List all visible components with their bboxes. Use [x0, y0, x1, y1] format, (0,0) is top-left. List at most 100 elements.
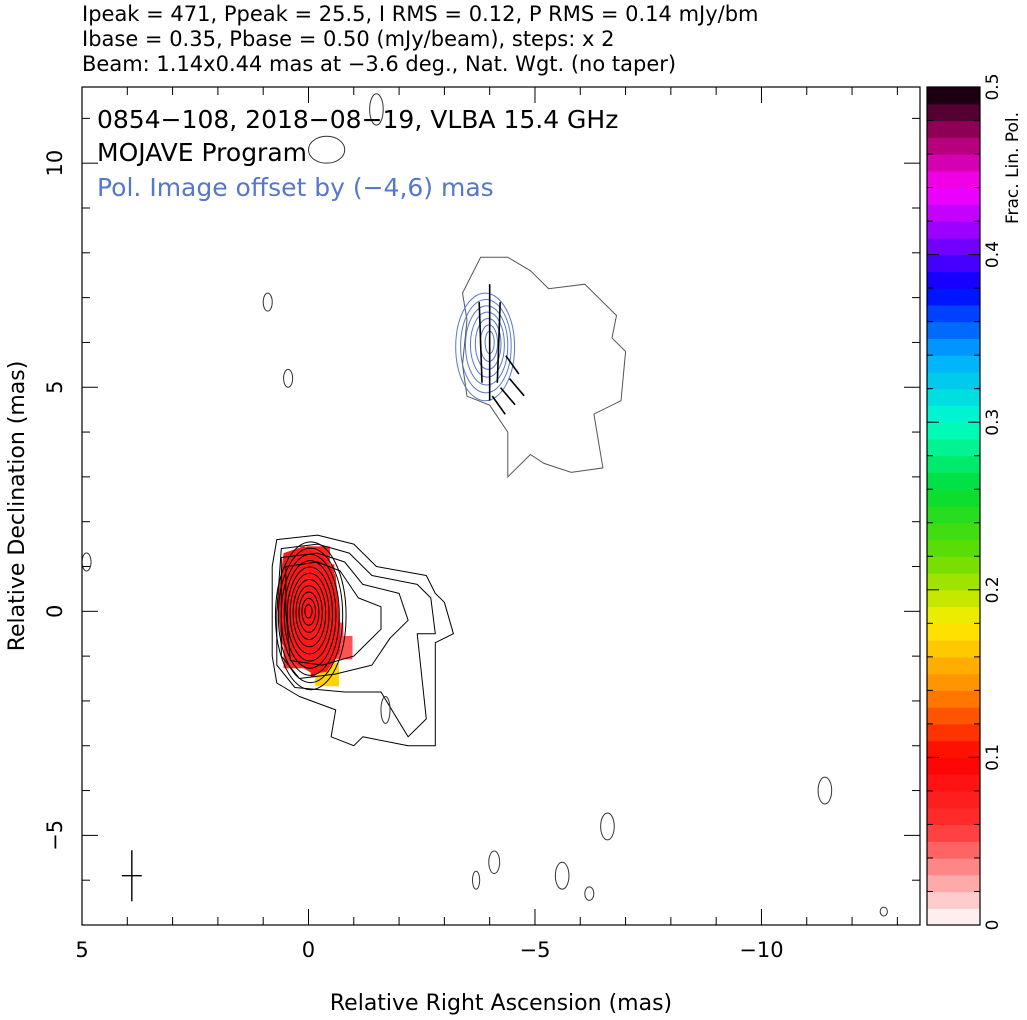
noise-contour: [488, 850, 501, 874]
noise-contour: [307, 135, 346, 164]
colorbar-tick-label: 0.5: [983, 73, 1003, 100]
x-tick-label: 5: [75, 938, 88, 962]
stokes-i-contour: [283, 560, 337, 669]
colorbar-band: [927, 673, 980, 691]
colorbar-band: [927, 489, 980, 507]
colorbar-band: [927, 254, 980, 272]
colorbar-band: [927, 790, 980, 809]
colorbar-tick-label: 0: [983, 920, 1003, 931]
x-axis-label: Relative Right Ascension (mas): [330, 991, 672, 1016]
jet-contour: [280, 552, 409, 679]
noise-contour: [817, 776, 833, 805]
colorbar-band: [927, 707, 980, 725]
pol-vector: [505, 355, 520, 375]
pol-vector: [491, 395, 506, 415]
pol-contour: [465, 305, 509, 386]
stokes-i-contour: [298, 591, 320, 633]
colorbar-band: [927, 288, 980, 306]
colorbar-band: [927, 606, 980, 624]
pol-contour: [455, 292, 516, 402]
colorbar-band: [927, 757, 980, 775]
plot-content: [82, 93, 888, 917]
program-annotation: MOJAVE Program: [97, 138, 307, 167]
header-line-1: Ipeak = 471, Ppeak = 25.5, I RMS = 0.12,…: [82, 2, 759, 26]
colorbar-band: [927, 874, 980, 893]
colorbar: 0 0.1 0.2 0.3 0.4 0.5: [927, 73, 1003, 930]
colorbar-band: [927, 539, 980, 557]
pol-contour: [469, 311, 505, 378]
noise-contour: [879, 906, 888, 917]
colorbar-band: [927, 304, 980, 323]
stokes-i-contour: [286, 566, 333, 662]
axis-ticks: 5 0 −5 −10 −5 0 5 10: [43, 87, 920, 962]
colorbar-band: [927, 640, 980, 658]
colorbar-tick-label: 0.2: [983, 576, 1003, 603]
colorbar-band: [927, 556, 980, 574]
colorbar-band: [927, 723, 980, 742]
colorbar-band: [927, 321, 980, 339]
colorbar-band: [927, 87, 980, 105]
colorbar-tick-label: 0.3: [983, 409, 1003, 436]
colorbar-band: [927, 154, 980, 172]
colorbar-band: [927, 623, 980, 641]
x-tick-label: −5: [519, 938, 550, 962]
stokes-i-contour: [292, 578, 327, 648]
colorbar-band: [927, 187, 980, 205]
x-tick-label: −10: [739, 938, 783, 962]
noise-contour: [283, 368, 294, 388]
noise-contour: [262, 292, 273, 312]
y-tick-label: 5: [43, 381, 67, 394]
colorbar-band: [927, 204, 980, 222]
colorbar-band: [927, 103, 980, 122]
colorbar-band: [927, 589, 980, 608]
colorbar-band: [927, 573, 980, 591]
plot-frame: [81, 86, 921, 926]
stokes-i-contour: [295, 585, 323, 641]
pol-vector: [478, 302, 483, 383]
jet-contour: [271, 534, 454, 747]
colorbar-band: [927, 237, 980, 256]
pol-contour: [474, 318, 502, 370]
noise-contour: [82, 552, 92, 572]
y-tick-label: 0: [43, 605, 67, 618]
pol-vector: [499, 387, 516, 406]
colorbar-band: [927, 388, 980, 407]
colorbar-band: [927, 857, 980, 876]
header-line-3: Beam: 1.14x0.44 mas at −3.6 deg., Nat. W…: [82, 52, 677, 76]
noise-contour: [584, 886, 595, 901]
colorbar-band: [927, 506, 980, 524]
noise-contour: [471, 870, 481, 890]
noise-contour: [554, 861, 570, 890]
colorbar-band: [927, 908, 980, 926]
colorbar-band: [927, 422, 980, 440]
jet-contour: [285, 561, 382, 666]
colorbar-band: [927, 656, 980, 675]
colorbar-band: [927, 371, 980, 390]
colorbar-band: [927, 841, 980, 859]
y-tick-label: −5: [43, 820, 67, 851]
stokes-i-contour: [277, 547, 344, 684]
colorbar-band: [927, 522, 980, 541]
colorbar-band: [927, 472, 980, 490]
noise-contour: [380, 695, 391, 724]
pol-offset-annotation: Pol. Image offset by (−4,6) mas: [97, 173, 494, 202]
stokes-i-contour: [304, 604, 313, 619]
colorbar-band: [927, 405, 980, 423]
stokes-i-contour: [301, 597, 317, 626]
colorbar-band: [927, 690, 980, 708]
colorbar-band: [927, 774, 980, 792]
colorbar-band: [927, 221, 980, 239]
colorbar-band: [927, 338, 980, 356]
pol-vector: [496, 302, 501, 383]
colorbar-band: [927, 824, 980, 842]
colorbar-band: [927, 807, 980, 826]
colorbar-band: [927, 271, 980, 289]
colorbar-tick-label: 0.4: [983, 241, 1003, 268]
colorbar-band: [927, 891, 980, 909]
stokes-i-contour: [274, 541, 347, 691]
noise-contour: [600, 812, 615, 841]
y-tick-label: 10: [43, 150, 67, 177]
source-annotation: 0854−108, 2018−08−19, VLBA 15.4 GHz: [97, 105, 618, 134]
colorbar-label: Frac. Lin. Pol.: [1003, 112, 1023, 224]
